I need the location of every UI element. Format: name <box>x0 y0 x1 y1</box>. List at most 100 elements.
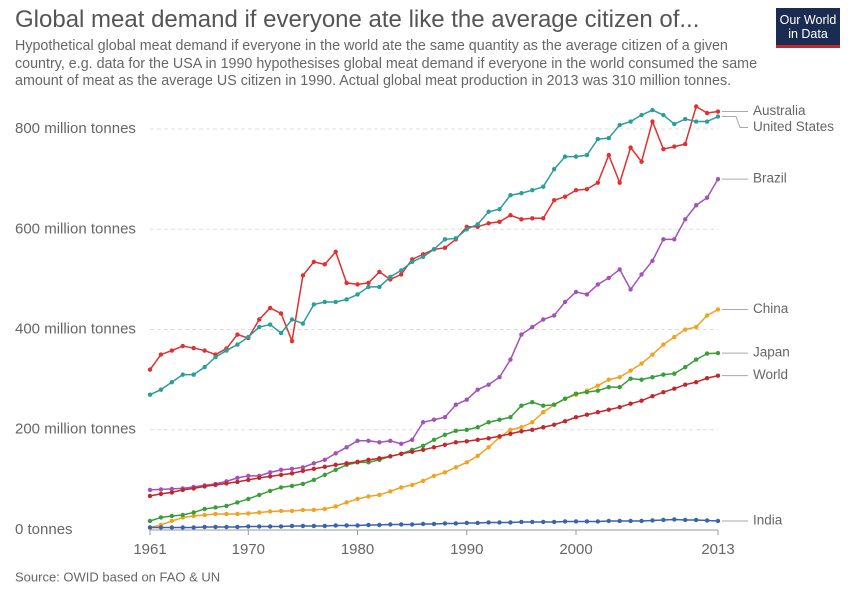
data-point <box>147 487 153 493</box>
data-point <box>715 373 721 378</box>
data-point <box>246 511 251 516</box>
data-point <box>213 505 218 510</box>
x-tick-label: 2000 <box>559 541 592 558</box>
data-point <box>224 524 229 530</box>
data-point <box>311 259 317 265</box>
data-point <box>617 180 622 185</box>
data-point <box>617 518 622 524</box>
data-point <box>453 465 459 470</box>
data-point <box>399 522 404 527</box>
chart-subtitle: Hypothetical global meat demand if every… <box>15 38 758 89</box>
data-point <box>650 352 655 357</box>
data-point <box>355 496 360 502</box>
data-point <box>267 470 273 475</box>
data-point <box>606 152 611 158</box>
data-point <box>257 324 262 330</box>
data-point <box>388 489 393 494</box>
data-point <box>617 267 622 272</box>
data-point <box>693 119 699 124</box>
data-point <box>519 429 524 434</box>
data-point <box>431 473 437 479</box>
data-point <box>311 477 317 483</box>
data-point <box>409 449 415 455</box>
data-point <box>278 472 284 478</box>
data-point <box>497 417 502 422</box>
data-point <box>704 351 710 356</box>
data-point <box>377 440 382 445</box>
data-point <box>573 154 579 159</box>
data-point <box>639 398 644 403</box>
data-point <box>147 493 153 499</box>
data-point <box>289 317 295 322</box>
data-point <box>278 330 284 336</box>
data-point <box>289 523 295 529</box>
data-point <box>704 195 710 200</box>
data-point <box>158 491 164 497</box>
y-tick-label: 800 million tonnes <box>15 120 136 137</box>
data-point <box>322 506 327 512</box>
data-point <box>257 524 262 529</box>
data-point <box>388 438 393 443</box>
data-point <box>650 107 655 113</box>
data-point <box>366 284 371 290</box>
data-point <box>464 520 469 526</box>
data-point <box>213 354 218 360</box>
data-point <box>355 459 360 465</box>
data-point <box>650 374 655 380</box>
data-point <box>322 262 327 267</box>
data-point <box>475 387 480 392</box>
data-point <box>442 245 448 251</box>
data-point <box>672 517 677 522</box>
data-point <box>344 523 349 528</box>
data-point <box>715 350 721 356</box>
data-point <box>202 484 207 489</box>
data-point <box>235 500 240 505</box>
data-point <box>573 519 579 524</box>
label-connector <box>722 116 748 129</box>
data-point <box>355 523 360 528</box>
data-point <box>257 492 262 498</box>
data-point <box>508 193 513 198</box>
data-point <box>169 518 175 524</box>
data-point <box>715 518 721 524</box>
data-point <box>497 374 502 380</box>
data-point <box>235 511 240 517</box>
data-point <box>420 443 426 449</box>
data-point <box>169 348 175 353</box>
data-point <box>289 471 295 476</box>
data-point <box>366 280 371 286</box>
data-point <box>661 372 666 377</box>
data-point <box>311 461 317 466</box>
data-point <box>267 509 273 514</box>
series-label: Brazil <box>753 171 787 186</box>
data-point <box>158 352 164 357</box>
data-point <box>617 405 622 410</box>
data-point <box>257 475 262 481</box>
data-point <box>453 428 459 433</box>
data-point <box>486 209 491 214</box>
data-point <box>202 364 207 370</box>
data-point <box>541 317 546 322</box>
data-point <box>191 372 196 377</box>
data-point <box>628 145 633 150</box>
data-point <box>366 494 371 499</box>
logo-line: Our World <box>779 13 837 27</box>
data-point <box>464 397 469 402</box>
data-point <box>475 437 480 442</box>
data-point <box>530 420 535 425</box>
data-point <box>191 510 196 515</box>
data-point <box>464 227 469 232</box>
data-point <box>530 400 535 405</box>
data-point <box>704 518 710 523</box>
data-point <box>562 519 568 524</box>
data-point <box>541 410 546 415</box>
data-point <box>322 457 327 463</box>
data-point <box>639 112 644 118</box>
data-point <box>573 289 579 295</box>
data-point <box>650 119 655 124</box>
data-point <box>311 302 317 307</box>
data-point <box>180 525 185 530</box>
data-point <box>442 432 448 437</box>
data-point <box>431 521 437 527</box>
data-point <box>300 465 306 470</box>
